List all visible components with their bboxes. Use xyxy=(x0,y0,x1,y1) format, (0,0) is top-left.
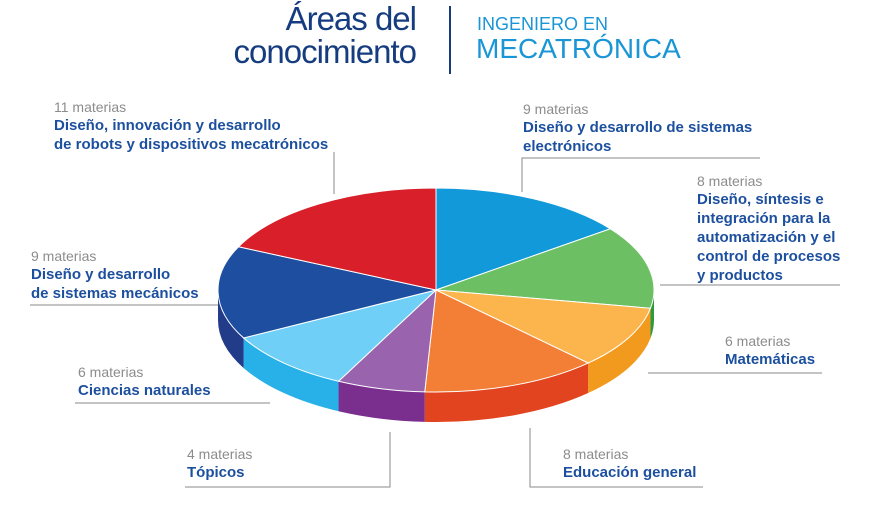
pie-slice-educacion-general xyxy=(424,289,590,393)
label-name: Diseño, innovación y desarrollo xyxy=(54,117,281,134)
label-name: Educación general xyxy=(563,464,697,481)
label-name: electrónicos xyxy=(523,138,612,155)
header-title: Áreas del conocimiento xyxy=(160,0,417,70)
label-topicos: 4 materias Tópicos xyxy=(187,446,252,482)
header-main-title: MECATRÓNICA xyxy=(476,33,681,64)
label-count: 4 materias xyxy=(187,446,253,462)
label-name: control de procesos xyxy=(697,248,841,265)
header-divider xyxy=(449,6,451,74)
pie-slice-matematicas xyxy=(435,289,652,364)
label-automatizacion: 8 materias Diseño, síntesis e integració… xyxy=(697,173,840,285)
label-count: 9 materias xyxy=(31,248,97,264)
label-name: Ciencias naturales xyxy=(78,382,211,399)
pie-side-matematicas xyxy=(588,308,651,394)
header-subtitle: INGENIERO EN xyxy=(477,14,609,34)
label-name: integración para la xyxy=(697,210,831,227)
label-matematicas: 6 materias Matemáticas xyxy=(725,333,815,369)
label-count: 8 materias xyxy=(697,173,763,189)
label-ciencias: 6 materias Ciencias naturales xyxy=(78,364,211,400)
label-name: Matemáticas xyxy=(725,351,816,368)
leader-line-electronicos xyxy=(521,157,760,192)
label-name: automatización y el xyxy=(697,229,836,246)
pie-side-ciencias-naturales xyxy=(243,337,339,412)
title-line-1: Áreas del xyxy=(285,0,417,37)
pie-slice-ciencias-naturales xyxy=(242,289,438,382)
label-educacion: 8 materias Educación general xyxy=(563,446,696,482)
label-name: Diseño, síntesis e xyxy=(697,191,824,208)
pie-tops xyxy=(217,187,655,393)
label-mecanicos: 9 materias Diseño y desarrollo de sistem… xyxy=(31,248,199,303)
title-line-2: conocimiento xyxy=(233,33,417,70)
leader-line-topicos xyxy=(185,432,391,488)
label-electronicos: 9 materias Diseño y desarrollo de sistem… xyxy=(523,101,752,156)
label-name: Diseño y desarrollo xyxy=(31,266,171,283)
pie-side-diseno-y-desarrollo-de-sistemas-mecanico xyxy=(218,290,244,368)
pie-slice-diseno-y-desarrollo-de-sistemas-mecanico xyxy=(217,246,437,339)
pie-slice-diseno-y-desarrollo-de-sistemas-electron xyxy=(435,187,612,291)
label-name: de robots y dispositivos mecatrónicos xyxy=(54,136,329,153)
leader-lines xyxy=(30,152,840,488)
label-name: de sistemas mecánicos xyxy=(31,285,199,302)
pie-slice-diseno-innovacion-y-desarrollo-de-robots xyxy=(237,187,437,291)
pie-slice-diseno-sintesis-e-integracion-para-la-au xyxy=(435,228,655,309)
label-count: 11 materias xyxy=(54,99,127,115)
label-count: 6 materias xyxy=(725,333,791,349)
label-name: Tópicos xyxy=(187,464,245,481)
label-name: Diseño y desarrollo de sistemas xyxy=(523,119,753,136)
pie-side-diseno-sintesis-e-integracion-para-la-au xyxy=(650,290,654,339)
pie-side-topicos xyxy=(338,381,425,422)
label-count: 6 materias xyxy=(78,364,144,380)
label-count: 8 materias xyxy=(563,446,629,462)
label-robots: 11 materias Diseño, innovación y desarro… xyxy=(54,99,328,154)
label-count: 9 materias xyxy=(523,101,589,117)
leader-line-educacion xyxy=(529,428,703,488)
label-name: y productos xyxy=(697,267,783,284)
